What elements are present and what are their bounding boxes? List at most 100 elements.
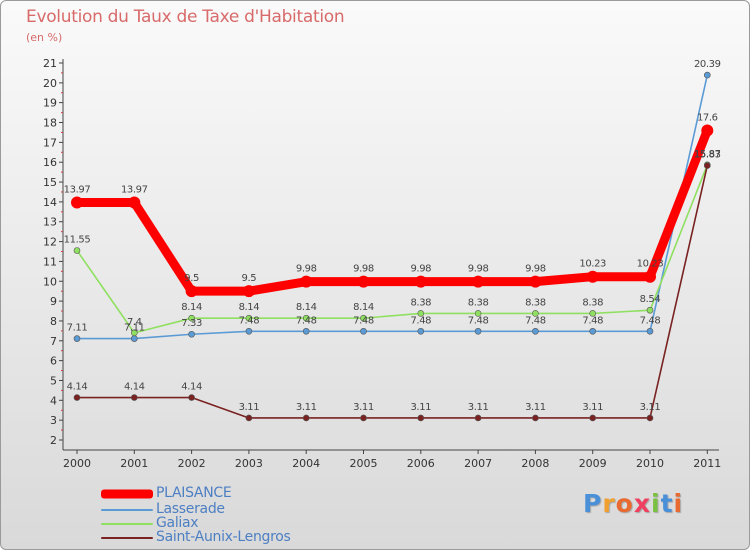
x-tick-label: 2003 [235,457,263,470]
data-label-galiax: 8.38 [410,297,431,308]
data-point-saint-aunix-lengros [360,414,367,422]
series-line-lasserade [76,74,709,340]
data-point-lasserade [474,327,482,335]
x-tick-label: 2005 [350,457,378,470]
data-label-saint-aunix-lengros: 3.11 [239,402,260,413]
data-point-saint-aunix-lengros [188,394,195,401]
x-tick-label: 2004 [292,457,320,470]
y-tick-label: 20 [43,77,57,90]
data-point-galiax [474,310,482,317]
x-tick-label: 2002 [178,457,206,470]
data-label-lasserade: 7.48 [525,315,546,326]
data-point-saint-aunix-lengros [417,414,425,422]
data-label-plaisance: 13.97 [64,184,91,195]
data-label-plaisance: 9.5 [242,273,257,284]
data-point-plaisance [357,275,370,288]
legend-label: Lasserade [156,501,225,517]
chart-unit-label: (en %) [26,31,63,44]
data-point-galiax [245,314,253,322]
data-point-galiax [589,310,597,317]
data-labels: 7.11 7.11 7.33 7.48 7.48 7.48 7.48 7.48 7.48 7.48… [64,59,721,413]
data-point-galiax [417,310,425,317]
legend-label: Galiax [156,515,199,531]
y-tick-label: 7 [50,335,57,348]
x-tick-label: 2009 [579,457,607,470]
data-point-plaisance [71,196,83,209]
data-point-lasserade [589,327,597,335]
data-label-galiax: 8.14 [296,302,317,313]
data-label-plaisance: 13.97 [121,184,148,195]
data-label-galiax: 8.38 [525,297,546,308]
y-tick-label: 18 [43,117,57,130]
data-point-plaisance [701,124,714,137]
y-tick-label: 2 [50,434,57,447]
data-label-lasserade: 7.11 [67,323,88,334]
y-tick-label: 15 [43,176,57,189]
data-point-lasserade [646,327,654,335]
data-point-plaisance [644,270,656,283]
legend-swatch [101,523,153,525]
data-label-galiax: 8.14 [181,302,202,313]
data-label-saint-aunix-lengros: 3.11 [296,402,317,413]
y-tick-label: 3 [50,414,57,427]
data-label-saint-aunix-lengros: 4.14 [67,382,88,393]
data-point-plaisance [529,275,542,288]
data-point-saint-aunix-lengros [474,414,482,422]
data-point-saint-aunix-lengros [532,414,539,422]
data-point-saint-aunix-lengros [589,414,597,422]
data-point-lasserade [703,71,711,79]
data-point-galiax [360,314,367,322]
data-point-lasserade [188,330,195,338]
data-point-saint-aunix-lengros [302,414,310,422]
series-line-saint-aunix-lengros [76,164,709,419]
data-label-galiax: 15.87 [694,149,721,160]
data-label-saint-aunix-lengros: 4.14 [124,382,145,393]
proxiti-logo: Proxiti [583,489,684,518]
data-point-galiax [73,247,81,254]
data-point-galiax [302,314,310,322]
data-label-lasserade: 7.48 [582,315,603,326]
data-point-lasserade [73,335,81,342]
data-label-saint-aunix-lengros: 15.83 [694,150,721,161]
x-tick-label: 2011 [693,457,721,470]
data-point-saint-aunix-lengros [245,414,253,422]
data-label-plaisance: 9.5 [184,273,199,284]
y-tick-label: 21 [43,57,57,70]
data-point-plaisance [242,285,255,298]
data-point-galiax [188,314,195,322]
series-line-galiax [76,163,709,334]
data-label-plaisance: 9.98 [353,264,374,275]
data-label-galiax: 7.4 [127,317,142,328]
x-tick-label: 2000 [63,457,91,470]
data-label-saint-aunix-lengros: 3.11 [468,402,489,413]
legend-swatch [101,537,153,539]
y-tick-label: 16 [43,156,57,169]
y-tick-label: 5 [50,374,57,387]
data-label-galiax: 8.38 [582,297,603,308]
legend-swatch [101,489,153,499]
data-label-galiax: 8.14 [239,302,260,313]
data-point-galiax [131,329,138,337]
x-tick-label: 2006 [407,457,435,470]
data-label-saint-aunix-lengros: 3.11 [410,402,431,413]
data-label-saint-aunix-lengros: 4.14 [181,382,202,393]
y-tick-label: 17 [43,136,57,149]
data-point-saint-aunix-lengros [131,394,138,401]
data-point-saint-aunix-lengros [646,414,654,422]
data-point-plaisance [300,275,313,288]
data-label-galiax: 8.14 [353,302,374,313]
legend-swatch [101,509,153,511]
data-point-plaisance [128,196,141,209]
y-tick-label: 6 [50,355,57,368]
data-point-lasserade [131,335,138,342]
data-label-saint-aunix-lengros: 3.11 [582,402,603,413]
x-tick-label: 2008 [521,457,549,470]
data-label-lasserade: 7.48 [296,315,317,326]
data-point-plaisance [586,270,599,283]
data-label-lasserade: 7.11 [124,323,145,334]
data-label-galiax: 11.55 [64,235,91,246]
data-label-lasserade: 7.48 [640,315,661,326]
data-point-lasserade [360,327,367,335]
